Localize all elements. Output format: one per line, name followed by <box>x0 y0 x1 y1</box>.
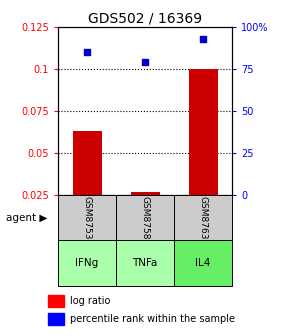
Bar <box>116 195 174 240</box>
Bar <box>48 295 64 307</box>
Bar <box>174 195 232 240</box>
Point <box>201 36 205 41</box>
Text: agent ▶: agent ▶ <box>6 213 47 222</box>
Bar <box>72 131 102 195</box>
Text: IFNg: IFNg <box>75 258 99 268</box>
Text: GSM8753: GSM8753 <box>82 196 92 239</box>
Text: IL4: IL4 <box>195 258 211 268</box>
Bar <box>58 195 116 240</box>
Bar <box>188 69 218 195</box>
Text: GSM8758: GSM8758 <box>140 196 150 239</box>
Title: GDS502 / 16369: GDS502 / 16369 <box>88 12 202 26</box>
Text: TNFa: TNFa <box>132 258 158 268</box>
Bar <box>130 192 160 195</box>
Point <box>85 49 89 55</box>
Text: percentile rank within the sample: percentile rank within the sample <box>70 314 235 324</box>
Text: log ratio: log ratio <box>70 296 110 306</box>
Bar <box>116 240 174 286</box>
Bar <box>174 240 232 286</box>
Text: GSM8763: GSM8763 <box>198 196 208 239</box>
Point <box>143 59 147 65</box>
Bar <box>58 240 116 286</box>
Bar <box>48 313 64 325</box>
